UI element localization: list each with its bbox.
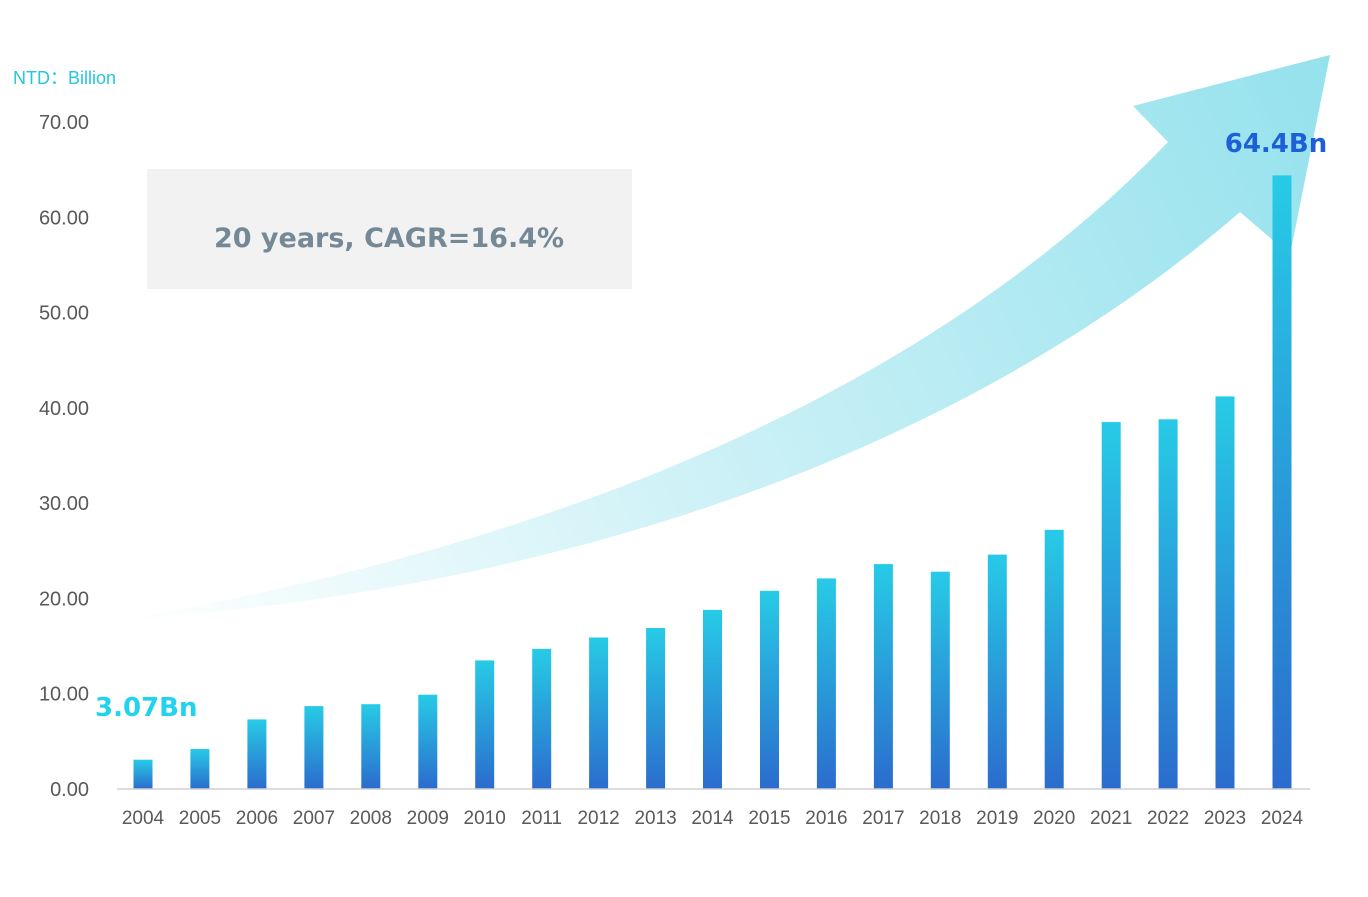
- x-tick-label: 2010: [464, 808, 506, 829]
- bar-2009: [418, 694, 438, 789]
- bar-2010: [475, 660, 495, 789]
- bar-2005: [190, 749, 210, 789]
- x-tick-label: 2020: [1033, 808, 1075, 829]
- y-tick-label: 70.00: [39, 112, 89, 134]
- x-tick-label: 2007: [293, 808, 335, 829]
- bar-2019: [987, 554, 1007, 789]
- x-tick-label: 2012: [577, 808, 619, 829]
- x-tick-label: 2018: [919, 808, 961, 829]
- cagr-text: 20 years, CAGR=16.4%: [214, 223, 564, 254]
- x-tick-label: 2022: [1147, 808, 1189, 829]
- first-value-label: 3.07Bn: [95, 693, 197, 723]
- x-tick-label: 2014: [691, 808, 734, 829]
- bar-2011: [532, 648, 552, 789]
- x-tick-label: 2023: [1204, 808, 1246, 829]
- x-tick-label: 2021: [1090, 808, 1132, 829]
- x-tick-label: 2009: [407, 808, 449, 829]
- bar-2021: [1101, 422, 1121, 789]
- bar-2023: [1215, 396, 1235, 789]
- bar-2024: [1272, 175, 1292, 789]
- x-tick-label: 2013: [634, 808, 676, 829]
- bar-2018: [930, 571, 950, 789]
- bar-2022: [1158, 419, 1178, 789]
- bar-2013: [646, 628, 666, 789]
- x-tick-label: 2019: [976, 808, 1018, 829]
- y-tick-label: 60.00: [39, 207, 89, 229]
- y-axis: 0.00 10.00 20.00 30.00 40.00 50.00 60.00 70.00: [39, 112, 89, 801]
- x-tick-label: 2006: [236, 808, 278, 829]
- x-tick-label: 2015: [748, 808, 790, 829]
- x-tick-label: 2008: [350, 808, 392, 829]
- x-tick-label: 2004: [122, 808, 165, 829]
- y-tick-label: 30.00: [39, 493, 89, 515]
- y-tick-label: 50.00: [39, 303, 89, 325]
- bar-2006: [247, 719, 267, 789]
- x-tick-label: 2017: [862, 808, 904, 829]
- bar-2014: [703, 609, 722, 789]
- y-tick-label: 20.00: [39, 588, 89, 610]
- bar-2007: [304, 706, 324, 789]
- x-axis: 2004 2005 2006 2007 2008 2009 2010 2011 2012 2013…: [122, 808, 1304, 829]
- last-value-label: 64.4Bn: [1225, 129, 1327, 159]
- bar-2020: [1044, 529, 1064, 789]
- x-tick-label: 2011: [521, 808, 562, 829]
- bars: [133, 175, 1292, 789]
- x-tick-label: 2005: [179, 808, 221, 829]
- bar-2015: [760, 590, 779, 789]
- x-tick-label: 2016: [805, 808, 847, 829]
- growth-arrow: [120, 55, 1330, 620]
- y-tick-label: 10.00: [39, 684, 89, 706]
- bar-2004: [133, 759, 153, 789]
- x-tick-label: 2024: [1261, 808, 1304, 829]
- bar-2008: [361, 704, 381, 789]
- y-tick-label: 40.00: [39, 398, 89, 420]
- y-tick-label: 0.00: [50, 779, 89, 801]
- bar-2012: [589, 637, 609, 789]
- bar-2017: [873, 564, 893, 789]
- bar-2016: [816, 578, 836, 789]
- unit-label: NTD：Billion: [13, 68, 116, 88]
- cagr-box: [147, 169, 632, 289]
